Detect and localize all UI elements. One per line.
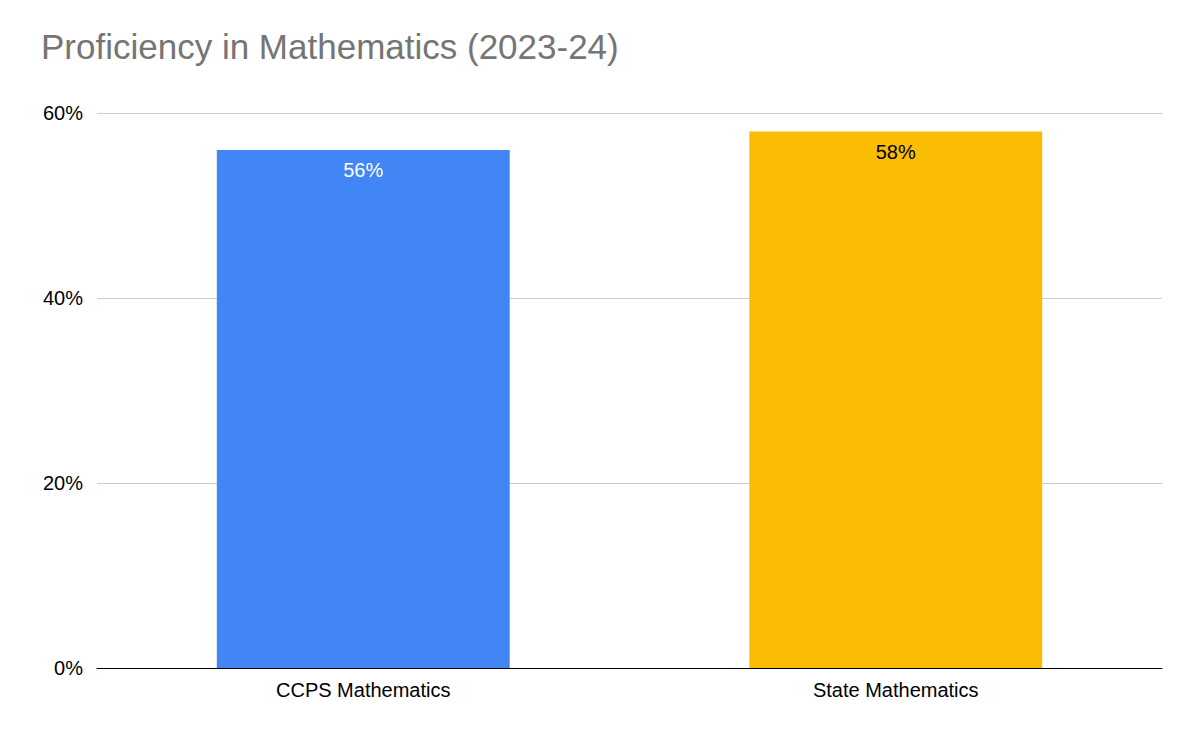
svg-text:State Mathematics: State Mathematics — [813, 679, 979, 701]
svg-text:58%: 58% — [876, 141, 916, 163]
svg-text:56%: 56% — [343, 159, 383, 181]
svg-text:40%: 40% — [43, 287, 83, 309]
svg-text:CCPS Mathematics: CCPS Mathematics — [276, 679, 451, 701]
svg-text:20%: 20% — [43, 472, 83, 494]
svg-text:0%: 0% — [54, 657, 83, 679]
svg-text:Proficiency in Mathematics (20: Proficiency in Mathematics (2023-24) — [41, 27, 619, 66]
svg-text:60%: 60% — [43, 102, 83, 124]
